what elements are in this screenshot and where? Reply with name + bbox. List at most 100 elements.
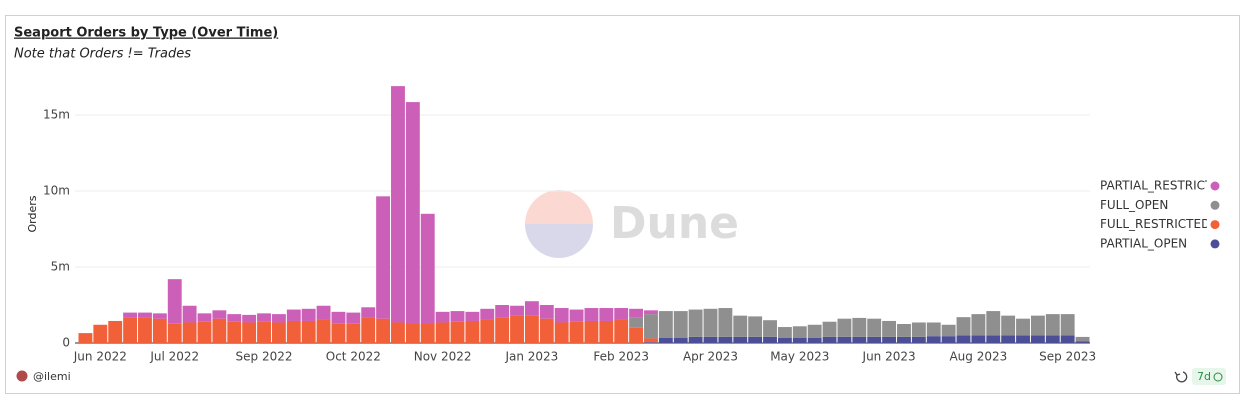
bar-segment [1001,315,1016,336]
bar-segment [1060,314,1075,336]
bar-segment [807,324,822,338]
bar-segment [822,321,837,337]
bar-segment [123,312,138,318]
bar-segment [792,326,807,338]
y-tick-label: 10m [43,184,70,198]
bar-segment [405,324,420,343]
bar-segment [420,324,435,343]
bar-segment [554,308,569,323]
x-tick-label: May 2023 [770,350,829,364]
bar-segment [911,336,926,343]
x-tick-label: Oct 2022 [326,350,381,364]
refresh-interval[interactable]: 7d [1197,370,1211,383]
bar-segment [376,196,391,319]
bar-segment [435,322,450,343]
legend-label[interactable]: PARTIAL_OPEN [1100,236,1187,250]
x-tick-label: Apr 2023 [683,350,738,364]
bar-segment [242,314,257,323]
legend-label[interactable]: FULL_OPEN [1100,198,1168,212]
watermark-logo [525,190,593,224]
bar-segment [688,309,703,337]
bar-segment [911,322,926,337]
bar-segment [1045,314,1060,336]
legend-marker [1210,181,1220,191]
bar-segment [644,342,658,343]
bar-segment [614,308,629,320]
bar-segment [376,318,391,343]
bar-segment [822,336,837,343]
bar-segment [882,320,897,337]
legend-markers [1210,181,1220,249]
chart-title[interactable]: Seaport Orders by Type (Over Time) [14,26,278,41]
bar-segment [703,336,718,343]
bar-segment [435,311,450,323]
bar-segment [123,317,138,343]
bar-segment [986,335,1001,343]
bar-segment [599,320,614,343]
bar-segment [941,336,956,343]
bar-segment [629,308,644,318]
bar-segment [569,321,584,343]
watermark-logo [525,224,593,258]
avatar[interactable] [16,370,28,382]
bar-segment [748,336,763,343]
watermark: Dune [525,190,739,258]
labels: 0 5m 10m 15m Jun 2022 Jul 2022 Sep 2022 Oct 202… [43,108,1096,364]
bar-segment [718,308,733,337]
bar-segment [733,336,748,343]
bar-segment [584,320,599,343]
bar-segment [361,317,376,343]
bar-segment [1016,318,1030,336]
bar-segment [852,336,867,343]
bar-segment [271,322,286,343]
bar-segment [569,309,584,322]
bar-segment [658,337,673,343]
legend-label[interactable]: PARTIAL_RESTRICTED [1100,179,1229,193]
x-tick-label: Sep 2022 [236,350,293,364]
x-tick-label: Feb 2023 [593,350,649,364]
bar-segment [420,213,435,324]
legend-label[interactable]: FULL_RESTRICTED [1100,217,1210,231]
x-tick-label: Sep 2023 [1039,350,1096,364]
bar-segment [852,317,867,337]
bar-segment [93,324,108,343]
bar-segment [346,323,361,343]
bar-segment [286,320,301,343]
bar-segment [108,320,123,343]
y-tick-label: 5m [51,260,70,274]
bar-segment [718,336,733,343]
bar-segment [495,305,510,318]
bar-segment [271,314,286,323]
bar-segment [78,333,93,343]
bar-segment [584,308,599,321]
bar-segment [1075,336,1090,342]
y-axis-label: Orders [26,195,39,232]
legend-marker [1210,200,1220,210]
bar-segment [524,301,539,316]
bar-segment [197,313,212,322]
bar-segment [331,311,346,324]
bar-segment [629,317,644,328]
bar-segment [1075,341,1090,343]
bar-segment [510,315,524,343]
bar-segment [1060,335,1075,343]
author[interactable]: @ilemi [33,370,71,383]
bar-segment [673,337,688,343]
bar-segment [182,322,197,343]
bar-segment [897,324,911,337]
bar-segment [450,311,465,322]
x-tick-label: Nov 2022 [414,350,472,364]
bar-segment [167,279,182,324]
bar-segment [167,323,182,343]
refresh-icon[interactable] [1174,371,1188,383]
bar-segment [926,322,941,337]
bar-segment [1016,335,1030,343]
bars [78,86,1090,343]
bar-segment [971,335,986,343]
bar-segment [480,308,495,320]
bar-segment [867,318,882,337]
bar-segment [301,320,316,343]
bar-segment [539,318,554,343]
bar-segment [837,336,852,343]
